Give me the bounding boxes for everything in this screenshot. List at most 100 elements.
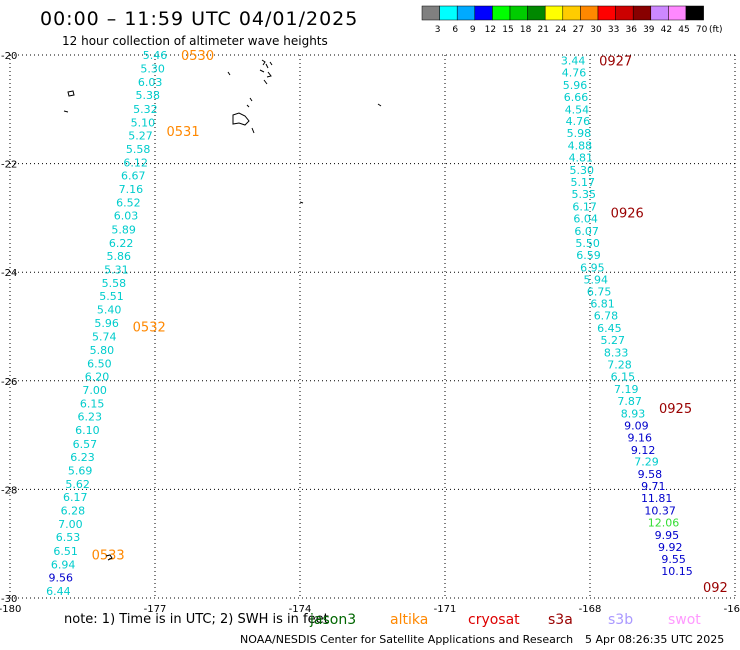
legend-label: 24 (555, 25, 567, 35)
legend-unit: (ft) (709, 25, 723, 35)
island-outline (299, 201, 304, 204)
swh-value: 6.15 (80, 398, 105, 411)
swh-value: 9.09 (624, 419, 649, 432)
swh-value: 6.23 (78, 411, 103, 424)
island-outline (259, 59, 273, 85)
time-label: 0532 (133, 321, 166, 336)
legend-label: 45 (678, 25, 689, 35)
legend-swatch (650, 5, 669, 21)
swh-value: 5.35 (571, 188, 596, 201)
y-tick-label: -26 (1, 377, 17, 388)
legend-swatch (685, 5, 704, 21)
island-outline (377, 103, 382, 107)
legend-swatch (509, 5, 528, 21)
swh-value: 7.29 (634, 456, 659, 469)
swh-value: 7.16 (119, 183, 144, 196)
swh-value: 6.12 (123, 157, 148, 170)
swh-value: 6.28 (61, 505, 86, 518)
swh-value: 9.12 (631, 444, 656, 457)
satellite-name: altika (390, 612, 429, 628)
swh-value: 4.76 (562, 66, 587, 79)
swh-value: 12.06 (648, 517, 680, 530)
swh-value: 9.56 (49, 571, 74, 584)
swh-value: 5.89 (111, 223, 136, 236)
swh-value: 8.93 (621, 407, 646, 420)
swh-value: 6.04 (573, 212, 598, 225)
legend-swatch (492, 5, 511, 21)
swh-value: 4.54 (565, 103, 590, 116)
swh-value: 6.81 (590, 298, 615, 311)
swh-value: 4.81 (569, 152, 594, 165)
legend-label: 33 (608, 25, 619, 35)
swh-value: 5.50 (575, 237, 600, 250)
chart-subtitle: 12 hour collection of altimeter wave hei… (62, 34, 328, 48)
swh-value: 5.74 (92, 330, 117, 343)
legend-label: 21 (537, 25, 548, 35)
legend-swatch (668, 5, 687, 21)
swh-value: 6.17 (572, 200, 597, 213)
legend-label: 70 (696, 25, 708, 35)
swh-value: 6.75 (587, 286, 612, 299)
island-outlines (63, 59, 382, 561)
swh-value: 7.87 (617, 395, 642, 408)
legend-label: 18 (520, 25, 532, 35)
footer-timestamp: 5 Apr 08:26:35 UTC 2025 (585, 633, 725, 646)
swh-value: 6.94 (51, 558, 76, 571)
footer-org: NOAA/NESDIS Center for Satellite Applica… (240, 633, 574, 646)
island-outline (63, 90, 75, 113)
swh-value: 6.67 (121, 170, 146, 183)
swh-value: 6.78 (594, 310, 619, 323)
swh-value: 6.03 (138, 76, 163, 89)
swh-value: 6.44 (46, 585, 71, 598)
legend-swatch (580, 5, 599, 21)
swh-value: 6.57 (73, 438, 98, 451)
swh-value: 5.98 (567, 127, 592, 140)
swh-value: 5.17 (571, 176, 596, 189)
swh-value: 5.31 (104, 263, 129, 276)
swh-value: 5.30 (140, 63, 165, 76)
swh-value: 5.27 (128, 129, 153, 142)
color-legend: 3 6 9 12 15 18 21 24 27 30 33 36 39 42 45 70 (ft) (421, 5, 723, 35)
swh-value: 4.88 (568, 140, 593, 153)
time-label: 0530 (181, 49, 214, 64)
swh-value: 6.45 (597, 322, 622, 335)
x-tick-label: -168 (579, 604, 602, 615)
swh-value: 5.38 (136, 89, 161, 102)
swh-value: 8.33 (604, 347, 629, 360)
swh-value: 5.27 (600, 334, 625, 347)
swh-value: 7.00 (58, 518, 83, 531)
swh-value: 6.03 (114, 210, 139, 223)
y-tick-label: -30 (1, 594, 17, 605)
legend-label: 42 (661, 25, 672, 35)
satellite-name: s3a (548, 612, 573, 628)
swh-value: 6.95 (580, 261, 605, 274)
swh-value: 7.19 (614, 383, 639, 396)
time-label: 092 (703, 581, 728, 596)
swh-value: 6.51 (53, 545, 78, 558)
swh-value: 6.20 (85, 370, 110, 383)
plot-area: -180 -177 -174 -171 -168 -165 -20 -22 -24 -26 -28 -… (0, 49, 740, 615)
swh-value: 6.66 (564, 91, 589, 104)
legend-swatch (615, 5, 634, 21)
swh-value: 6.52 (116, 197, 141, 210)
x-tick-label: -171 (434, 604, 457, 615)
swh-value: 5.62 (65, 478, 90, 491)
legend-swatch (474, 5, 493, 21)
satellite-name: swot (668, 612, 701, 628)
swh-value: 9.92 (658, 541, 683, 554)
satellite-name: s3b (608, 612, 634, 628)
legend-swatch (439, 5, 458, 21)
swh-value: 4.76 (566, 115, 591, 128)
y-tick-label: -20 (1, 51, 17, 62)
legend-label: 6 (452, 25, 458, 35)
swh-value: 5.80 (90, 344, 115, 357)
legend-label: 15 (502, 25, 513, 35)
legend-label: 39 (643, 25, 655, 35)
swh-value: 5.94 (584, 273, 609, 286)
time-label: 0533 (92, 549, 125, 564)
swh-value: 6.59 (576, 249, 601, 262)
legend-label: 36 (625, 25, 637, 35)
swh-value: 6.50 (87, 357, 112, 370)
satellite-legend: jason3 altika cryosat s3a s3b swot (0, 612, 740, 632)
